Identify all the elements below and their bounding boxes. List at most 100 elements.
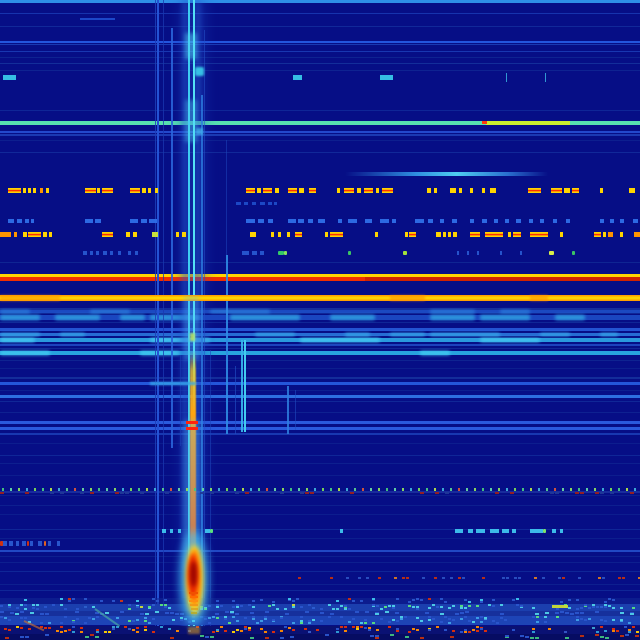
noise-speck (344, 606, 347, 608)
noise-speck (388, 621, 391, 623)
noise-speck (500, 617, 503, 619)
band-patch (480, 315, 530, 320)
dash-dot (210, 529, 213, 533)
noise-speck (305, 611, 309, 613)
noise-speck (598, 577, 601, 579)
dash (246, 219, 255, 223)
noise-speck (616, 630, 619, 632)
noise-speck (200, 492, 204, 494)
dash (38, 541, 42, 546)
noise-speck (392, 619, 395, 621)
noise-speck (148, 606, 151, 608)
noise-speck (428, 619, 431, 621)
noise-speck (358, 577, 361, 579)
dot (626, 488, 628, 491)
dash-dot (572, 251, 575, 255)
noise-speck (320, 612, 324, 614)
noise-speck (280, 492, 284, 494)
noise-band (0, 634, 640, 640)
dash (470, 219, 474, 223)
dash-dot (278, 251, 284, 255)
noise-speck (60, 604, 63, 606)
noise-speck (516, 604, 519, 606)
noise-speck (344, 626, 347, 628)
band-patch (430, 310, 475, 313)
band-patch (480, 338, 540, 342)
dot (554, 488, 556, 491)
dot (50, 488, 52, 491)
v-line (163, 0, 164, 640)
h-line (0, 550, 640, 552)
noise-speck (452, 630, 455, 632)
noise-speck (216, 606, 219, 608)
dash (529, 219, 533, 223)
noise-speck (308, 620, 311, 622)
dash (274, 202, 277, 205)
noise-speck (68, 629, 71, 631)
noise-speck (364, 627, 367, 629)
h-line (0, 140, 640, 141)
noise-speck (416, 598, 419, 600)
dash (348, 219, 357, 223)
noise-speck (0, 492, 4, 494)
noise-speck (600, 619, 603, 621)
noise-speck (132, 629, 135, 631)
burst-dash (176, 232, 179, 237)
h-line (0, 26, 640, 27)
dash (520, 251, 522, 255)
noise-speck (420, 599, 423, 601)
noise-speck (432, 618, 435, 620)
noise-speck (28, 628, 31, 630)
noise-speck (460, 607, 463, 609)
noise-speck (395, 612, 399, 614)
noise-speck (280, 617, 283, 619)
dot (322, 488, 324, 491)
noise-speck (76, 608, 79, 610)
noise-speck (336, 631, 339, 633)
noise-speck (468, 605, 471, 607)
noise-speck (450, 636, 454, 638)
noise-speck (576, 608, 579, 610)
noise-speck (534, 577, 537, 579)
dash (96, 251, 99, 255)
burst-dash (23, 188, 26, 193)
h-line (0, 344, 640, 346)
noise-speck (75, 611, 79, 613)
noise-speck (215, 613, 219, 615)
noise-speck (224, 630, 227, 632)
noise-speck (480, 601, 483, 603)
noise-speck (422, 577, 425, 579)
noise-speck (425, 612, 429, 614)
noise-speck (620, 612, 624, 614)
noise-speck (230, 612, 234, 614)
noise-speck (575, 492, 579, 494)
noise-speck (152, 631, 155, 633)
noise-speck (378, 577, 381, 579)
h-line (0, 556, 640, 557)
dash-dot (348, 251, 351, 255)
noise-speck (360, 622, 363, 624)
noise-speck (204, 618, 207, 620)
band-base (0, 315, 640, 320)
noise-speck (600, 636, 604, 638)
dash-dot (403, 251, 407, 255)
noise-speck (502, 577, 505, 579)
burst-dash (485, 232, 503, 237)
dash (118, 251, 121, 255)
dash (340, 529, 343, 533)
noise-speck (344, 608, 347, 610)
noise-speck (565, 637, 569, 639)
noise-speck (272, 604, 275, 606)
dash (83, 251, 87, 255)
dash (25, 219, 29, 223)
band-patch (555, 315, 585, 320)
dot (346, 488, 348, 491)
burst-dash (405, 232, 408, 237)
burst-dash (603, 232, 606, 237)
v-line (204, 30, 205, 640)
noise-speck (412, 599, 415, 601)
h-line (0, 538, 640, 539)
noise-speck (388, 626, 391, 628)
dot (282, 488, 284, 491)
noise-speck (604, 620, 607, 622)
